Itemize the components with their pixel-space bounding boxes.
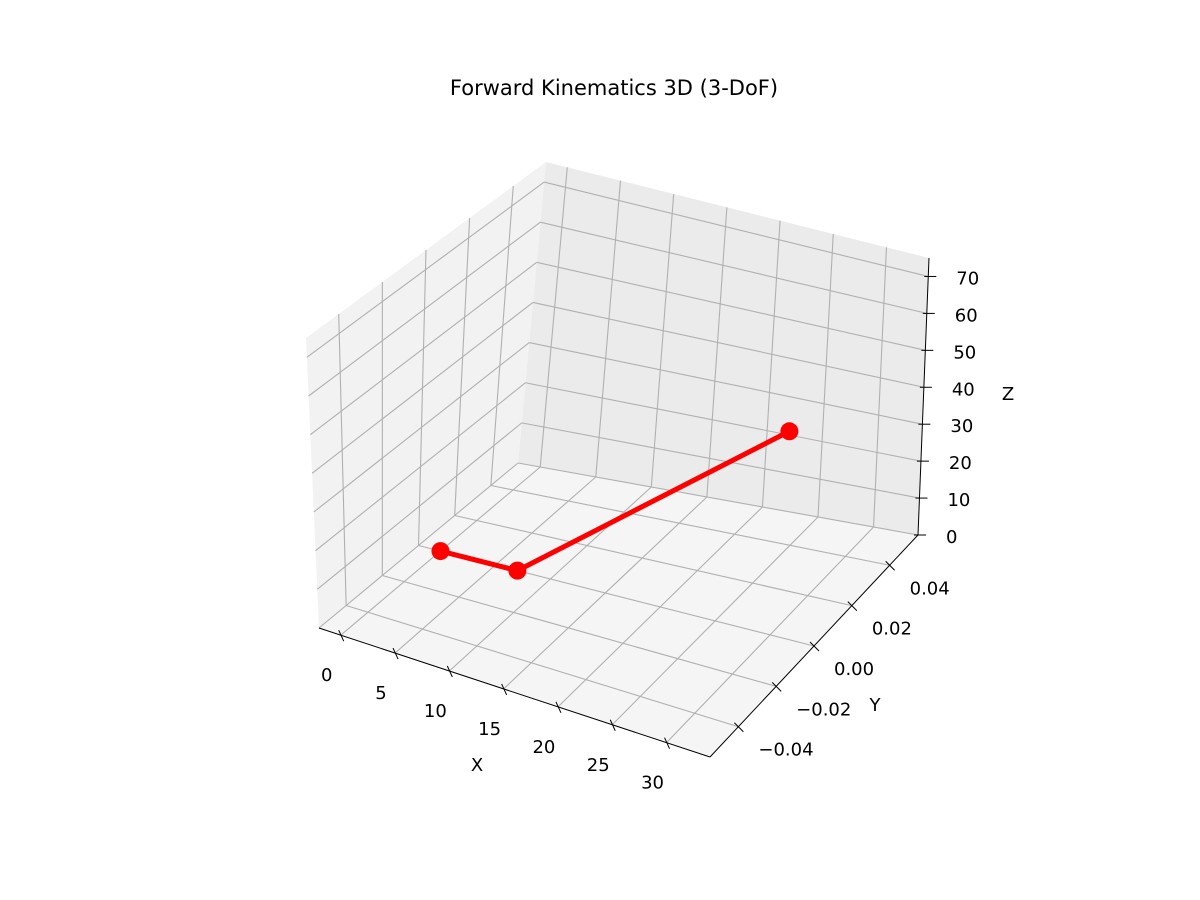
x-tick-mark [392,647,399,660]
z-grid-back-wall [517,462,919,536]
y-grid-wall [417,249,427,546]
y-tick-label: 0.02 [872,619,912,640]
y-tick-label: 0.04 [910,578,950,599]
z-tick-label: 40 [952,379,975,400]
z-grid-left-wall [318,462,519,629]
y-grid-wall [454,217,471,516]
pane-floor [319,463,918,757]
x-tick-mark [555,701,562,714]
chart-title: Forward Kinematics 3D (3-DoF) [450,76,778,100]
y-tick-mark [885,560,895,571]
x-tick-label: 10 [424,701,447,722]
z-grid-back-wall [540,221,927,314]
x-tick-label: 15 [478,719,501,740]
x-tick-mark [446,665,453,678]
y-grid-floor [490,484,890,566]
z-axis-line [917,257,930,536]
z-grid-back-wall [525,382,922,462]
z-tick-label: 70 [956,268,979,289]
x-grid-wall [539,167,568,468]
z-grid-left-wall [313,342,530,513]
y-tick-label: −0.02 [796,699,851,720]
x-grid-wall [650,193,675,488]
x-tick-mark [664,737,671,749]
pane-left-wall [306,162,546,628]
data-point-marker [508,561,527,580]
x-tick-mark [338,629,345,642]
y-tick-mark [771,682,782,692]
x-grid-wall [595,180,622,478]
z-tick-label: 10 [947,490,970,511]
z-axis-label: Z [1002,384,1014,405]
y-tick-mark [847,601,858,611]
y-grid-wall [490,185,514,486]
y-grid-floor [345,604,739,728]
z-tick-label: 60 [955,305,978,326]
z-grid-back-wall [532,301,924,388]
z-tick-label: 50 [953,342,976,363]
z-grid-left-wall [316,422,523,590]
grid-lines [306,167,929,744]
z-grid-left-wall [310,261,537,436]
x-tick-label: 25 [587,755,610,776]
axes [318,257,937,758]
y-tick-mark [734,722,744,733]
z-tick-label: 20 [949,453,972,474]
z-grid-back-wall [544,181,929,278]
tick-labels: 0 5 10 15 20 25 30 −0.04 −0.02 0.00 0.02 0.04 0 10 20 3… [321,268,979,793]
z-grid-left-wall [315,382,526,552]
z-tick-label: 30 [950,416,973,437]
z-grid-back-wall [536,261,926,351]
x-tick-mark [609,719,616,731]
y-tick-mark [809,641,820,652]
x-axis-label: X [471,755,483,776]
z-grid-back-wall [529,342,923,425]
x-axis-line [318,627,711,758]
data-point-marker [780,422,799,441]
x-grid-wall [873,247,887,528]
x-tick-label: 30 [641,773,664,794]
z-grid-left-wall [311,302,534,474]
z-tick-label: 0 [946,527,957,548]
x-tick-label: 20 [532,737,555,758]
x-grid-wall [817,233,834,518]
y-tick-label: −0.04 [758,740,813,761]
x-tick-mark [501,683,508,696]
z-grid-back-wall [521,422,920,499]
x-grid-wall [761,220,781,508]
data-point-marker [431,542,450,561]
x-tick-label: 5 [375,683,386,704]
y-grid-floor [382,574,777,687]
y-tick-label: 0.00 [834,659,874,680]
y-grid-wall [338,313,347,606]
x-tick-label: 0 [321,665,332,686]
y-axis-label: Y [869,695,882,716]
data-series [431,422,799,580]
x-grid-wall [706,207,728,498]
z-grid-left-wall [308,221,541,397]
z-grid-left-wall [306,181,545,358]
y-grid-floor [454,514,852,607]
